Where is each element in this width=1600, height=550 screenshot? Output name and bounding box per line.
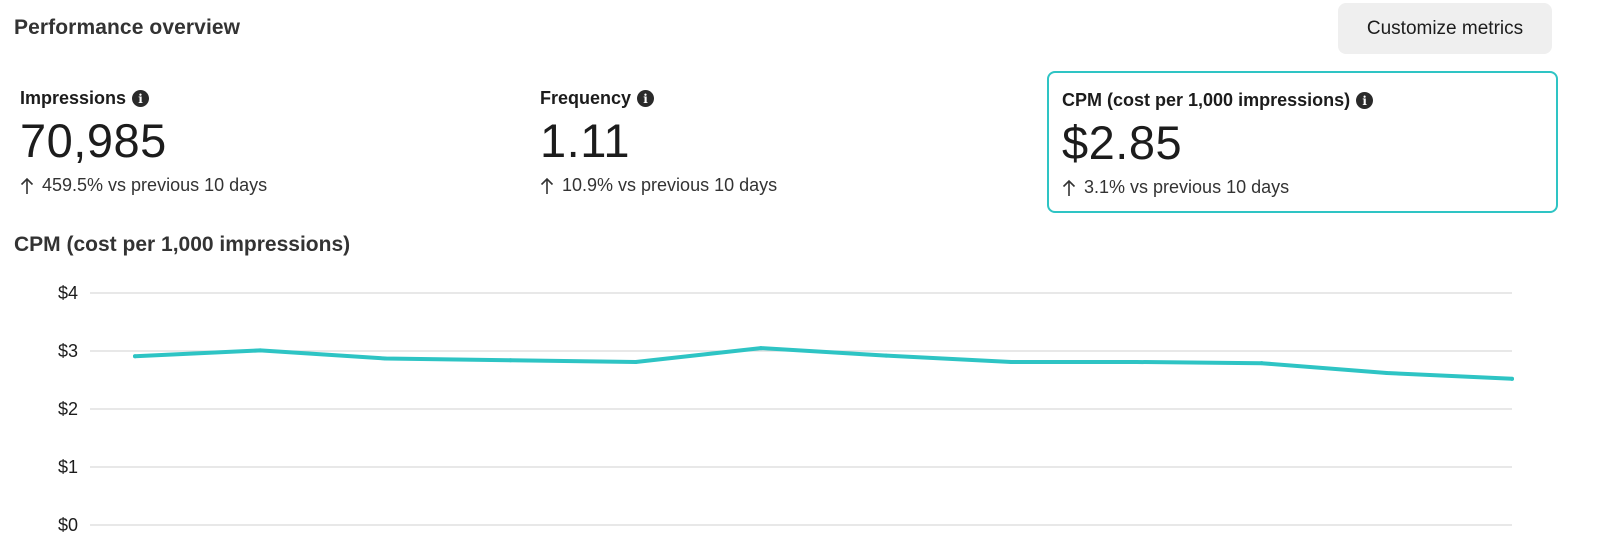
arrow-up-icon: [20, 177, 34, 194]
metric-change-text: 10.9% vs previous 10 days: [562, 175, 778, 195]
y-tick-label: $1: [58, 457, 78, 477]
metric-label-row: Impressions i: [20, 88, 150, 109]
metric-value: 1.11: [540, 114, 630, 167]
data-point[interactable]: [758, 346, 763, 351]
info-icon[interactable]: i: [132, 90, 150, 107]
metric-value: 70,985: [20, 114, 167, 167]
y-tick-label: $3: [58, 341, 78, 361]
metric-change: 459.5% vs previous 10 days: [20, 175, 267, 196]
data-point[interactable]: [884, 353, 889, 358]
chart-title: CPM (cost per 1,000 impressions): [14, 233, 351, 256]
y-tick-label: $2: [58, 399, 78, 419]
cpm-series-line[interactable]: [133, 346, 1514, 381]
metric-change: 3.1% vs previous 10 days: [1062, 177, 1289, 198]
data-point[interactable]: [383, 356, 388, 361]
metric-label-row: Frequency i: [540, 88, 655, 109]
arrow-up-icon: [540, 177, 554, 194]
metric-label: CPM (cost per 1,000 impressions): [1062, 90, 1351, 110]
chart-svg: $0 $1 $2 $3 $4: [58, 283, 1514, 535]
cpm-line-chart: $0 $1 $2 $3 $4: [0, 270, 1600, 550]
data-point[interactable]: [633, 360, 638, 365]
data-point[interactable]: [1384, 371, 1389, 376]
data-point[interactable]: [1510, 376, 1514, 381]
metric-change: 10.9% vs previous 10 days: [540, 175, 777, 196]
arrow-up-icon: [1062, 179, 1076, 196]
customize-metrics-button[interactable]: Customize metrics: [1338, 3, 1552, 54]
metric-card-impressions[interactable]: Impressions i 70,985 459.5% vs previous …: [20, 71, 520, 213]
data-point[interactable]: [258, 348, 263, 353]
metric-value: $2.85: [1062, 116, 1183, 169]
info-icon[interactable]: i: [1356, 92, 1374, 109]
info-icon[interactable]: i: [637, 90, 655, 107]
data-point[interactable]: [508, 358, 513, 363]
metric-card-cpm[interactable]: CPM (cost per 1,000 impressions) i $2.85…: [1047, 71, 1558, 213]
data-point[interactable]: [1009, 360, 1014, 365]
page-title: Performance overview: [14, 16, 241, 39]
y-tick-label: $4: [58, 283, 78, 303]
y-tick-label: $0: [58, 515, 78, 535]
metric-change-text: 459.5% vs previous 10 days: [42, 175, 268, 195]
metric-label: Impressions: [20, 88, 127, 108]
data-point[interactable]: [1259, 361, 1264, 366]
data-point[interactable]: [133, 354, 137, 359]
metric-label-row: CPM (cost per 1,000 impressions) i: [1062, 90, 1374, 111]
metric-label: Frequency: [540, 88, 632, 108]
metric-change-text: 3.1% vs previous 10 days: [1084, 177, 1290, 197]
data-point[interactable]: [1134, 360, 1139, 365]
metric-card-frequency[interactable]: Frequency i 1.11 10.9% vs previous 10 da…: [540, 71, 1040, 213]
